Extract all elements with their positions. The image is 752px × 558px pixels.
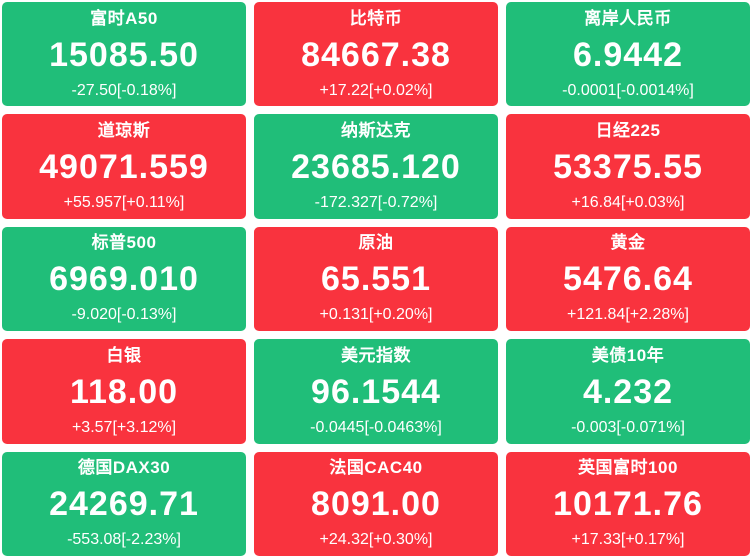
instrument-change: +55.957[+0.11%]	[63, 194, 185, 212]
instrument-change: +0.131[+0.20%]	[319, 306, 433, 324]
instrument-name: 道琼斯	[97, 121, 151, 141]
instrument-name: 德国DAX30	[77, 458, 171, 478]
instrument-name: 黄金	[610, 233, 646, 253]
market-tile-14[interactable]: 法国CAC40 8091.00 +24.32[+0.30%]	[254, 451, 498, 556]
instrument-price: 6969.010	[49, 260, 199, 299]
market-tile-6[interactable]: 日经225 53375.55 +16.84[+0.03%]	[506, 114, 750, 219]
instrument-change: +16.84[+0.03%]	[571, 194, 685, 212]
instrument-name: 富时A50	[90, 8, 158, 28]
instrument-change: +121.84[+2.28%]	[567, 306, 689, 324]
instrument-name: 日经225	[595, 121, 661, 141]
instrument-price: 8091.00	[311, 485, 441, 524]
market-tile-8[interactable]: 原油 65.551 +0.131[+0.20%]	[254, 226, 498, 332]
instrument-price: 4.232	[582, 372, 674, 411]
instrument-name: 标普500	[91, 233, 157, 253]
instrument-price: 15085.50	[49, 35, 199, 74]
instrument-change: +17.22[+0.02%]	[319, 81, 433, 99]
instrument-change: -553.08[-2.23%]	[67, 531, 181, 549]
instrument-name: 离岸人民币	[584, 8, 672, 28]
instrument-price: 24269.71	[49, 485, 199, 524]
instrument-price: 23685.120	[291, 148, 461, 187]
market-tile-13[interactable]: 德国DAX30 24269.71 -553.08[-2.23%]	[2, 451, 246, 556]
instrument-name: 英国富时100	[578, 458, 678, 478]
instrument-price: 49071.559	[39, 148, 209, 187]
market-tile-4[interactable]: 道琼斯 49071.559 +55.957[+0.11%]	[2, 114, 246, 219]
market-tile-5[interactable]: 纳斯达克 23685.120 -172.327[-0.72%]	[254, 114, 498, 219]
instrument-change: -27.50[-0.18%]	[71, 81, 177, 99]
instrument-name: 法国CAC40	[329, 458, 423, 478]
instrument-name: 原油	[358, 233, 394, 253]
instrument-change: +17.33[+0.17%]	[571, 531, 685, 549]
instrument-change: -0.0445[-0.0463%]	[310, 418, 442, 436]
instrument-price: 118.00	[69, 372, 179, 411]
instrument-change: -9.020[-0.13%]	[71, 306, 177, 324]
instrument-name: 美元指数	[341, 345, 411, 365]
market-tile-11[interactable]: 美元指数 96.1544 -0.0445[-0.0463%]	[254, 339, 498, 444]
instrument-price: 5476.64	[563, 260, 693, 299]
instrument-price: 6.9442	[573, 35, 683, 74]
market-tile-2[interactable]: 比特币 84667.38 +17.22[+0.02%]	[254, 2, 498, 107]
instrument-name: 纳斯达克	[341, 121, 411, 141]
instrument-price: 10171.76	[553, 485, 703, 524]
market-tile-3[interactable]: 离岸人民币 6.9442 -0.0001[-0.0014%]	[506, 2, 750, 107]
instrument-name: 美债10年	[591, 345, 665, 365]
market-tile-12[interactable]: 美债10年 4.232 -0.003[-0.071%]	[506, 339, 750, 444]
instrument-change: -172.327[-0.72%]	[314, 194, 438, 212]
instrument-price: 65.551	[321, 260, 431, 299]
instrument-name: 比特币	[349, 8, 403, 28]
market-tile-15[interactable]: 英国富时100 10171.76 +17.33[+0.17%]	[506, 451, 750, 556]
instrument-change: +3.57[+3.12%]	[71, 418, 177, 436]
instrument-price: 96.1544	[311, 372, 441, 411]
market-tile-1[interactable]: 富时A50 15085.50 -27.50[-0.18%]	[2, 2, 246, 107]
instrument-change: -0.0001[-0.0014%]	[562, 81, 694, 99]
instrument-price: 53375.55	[553, 148, 703, 187]
instrument-change: -0.003[-0.071%]	[571, 418, 685, 436]
market-tile-9[interactable]: 黄金 5476.64 +121.84[+2.28%]	[506, 226, 750, 332]
instrument-price: 84667.38	[301, 35, 451, 74]
market-tile-10[interactable]: 白银 118.00 +3.57[+3.12%]	[2, 339, 246, 444]
market-tile-7[interactable]: 标普500 6969.010 -9.020[-0.13%]	[2, 226, 246, 332]
instrument-change: +24.32[+0.30%]	[319, 531, 433, 549]
instrument-name: 白银	[106, 345, 142, 365]
